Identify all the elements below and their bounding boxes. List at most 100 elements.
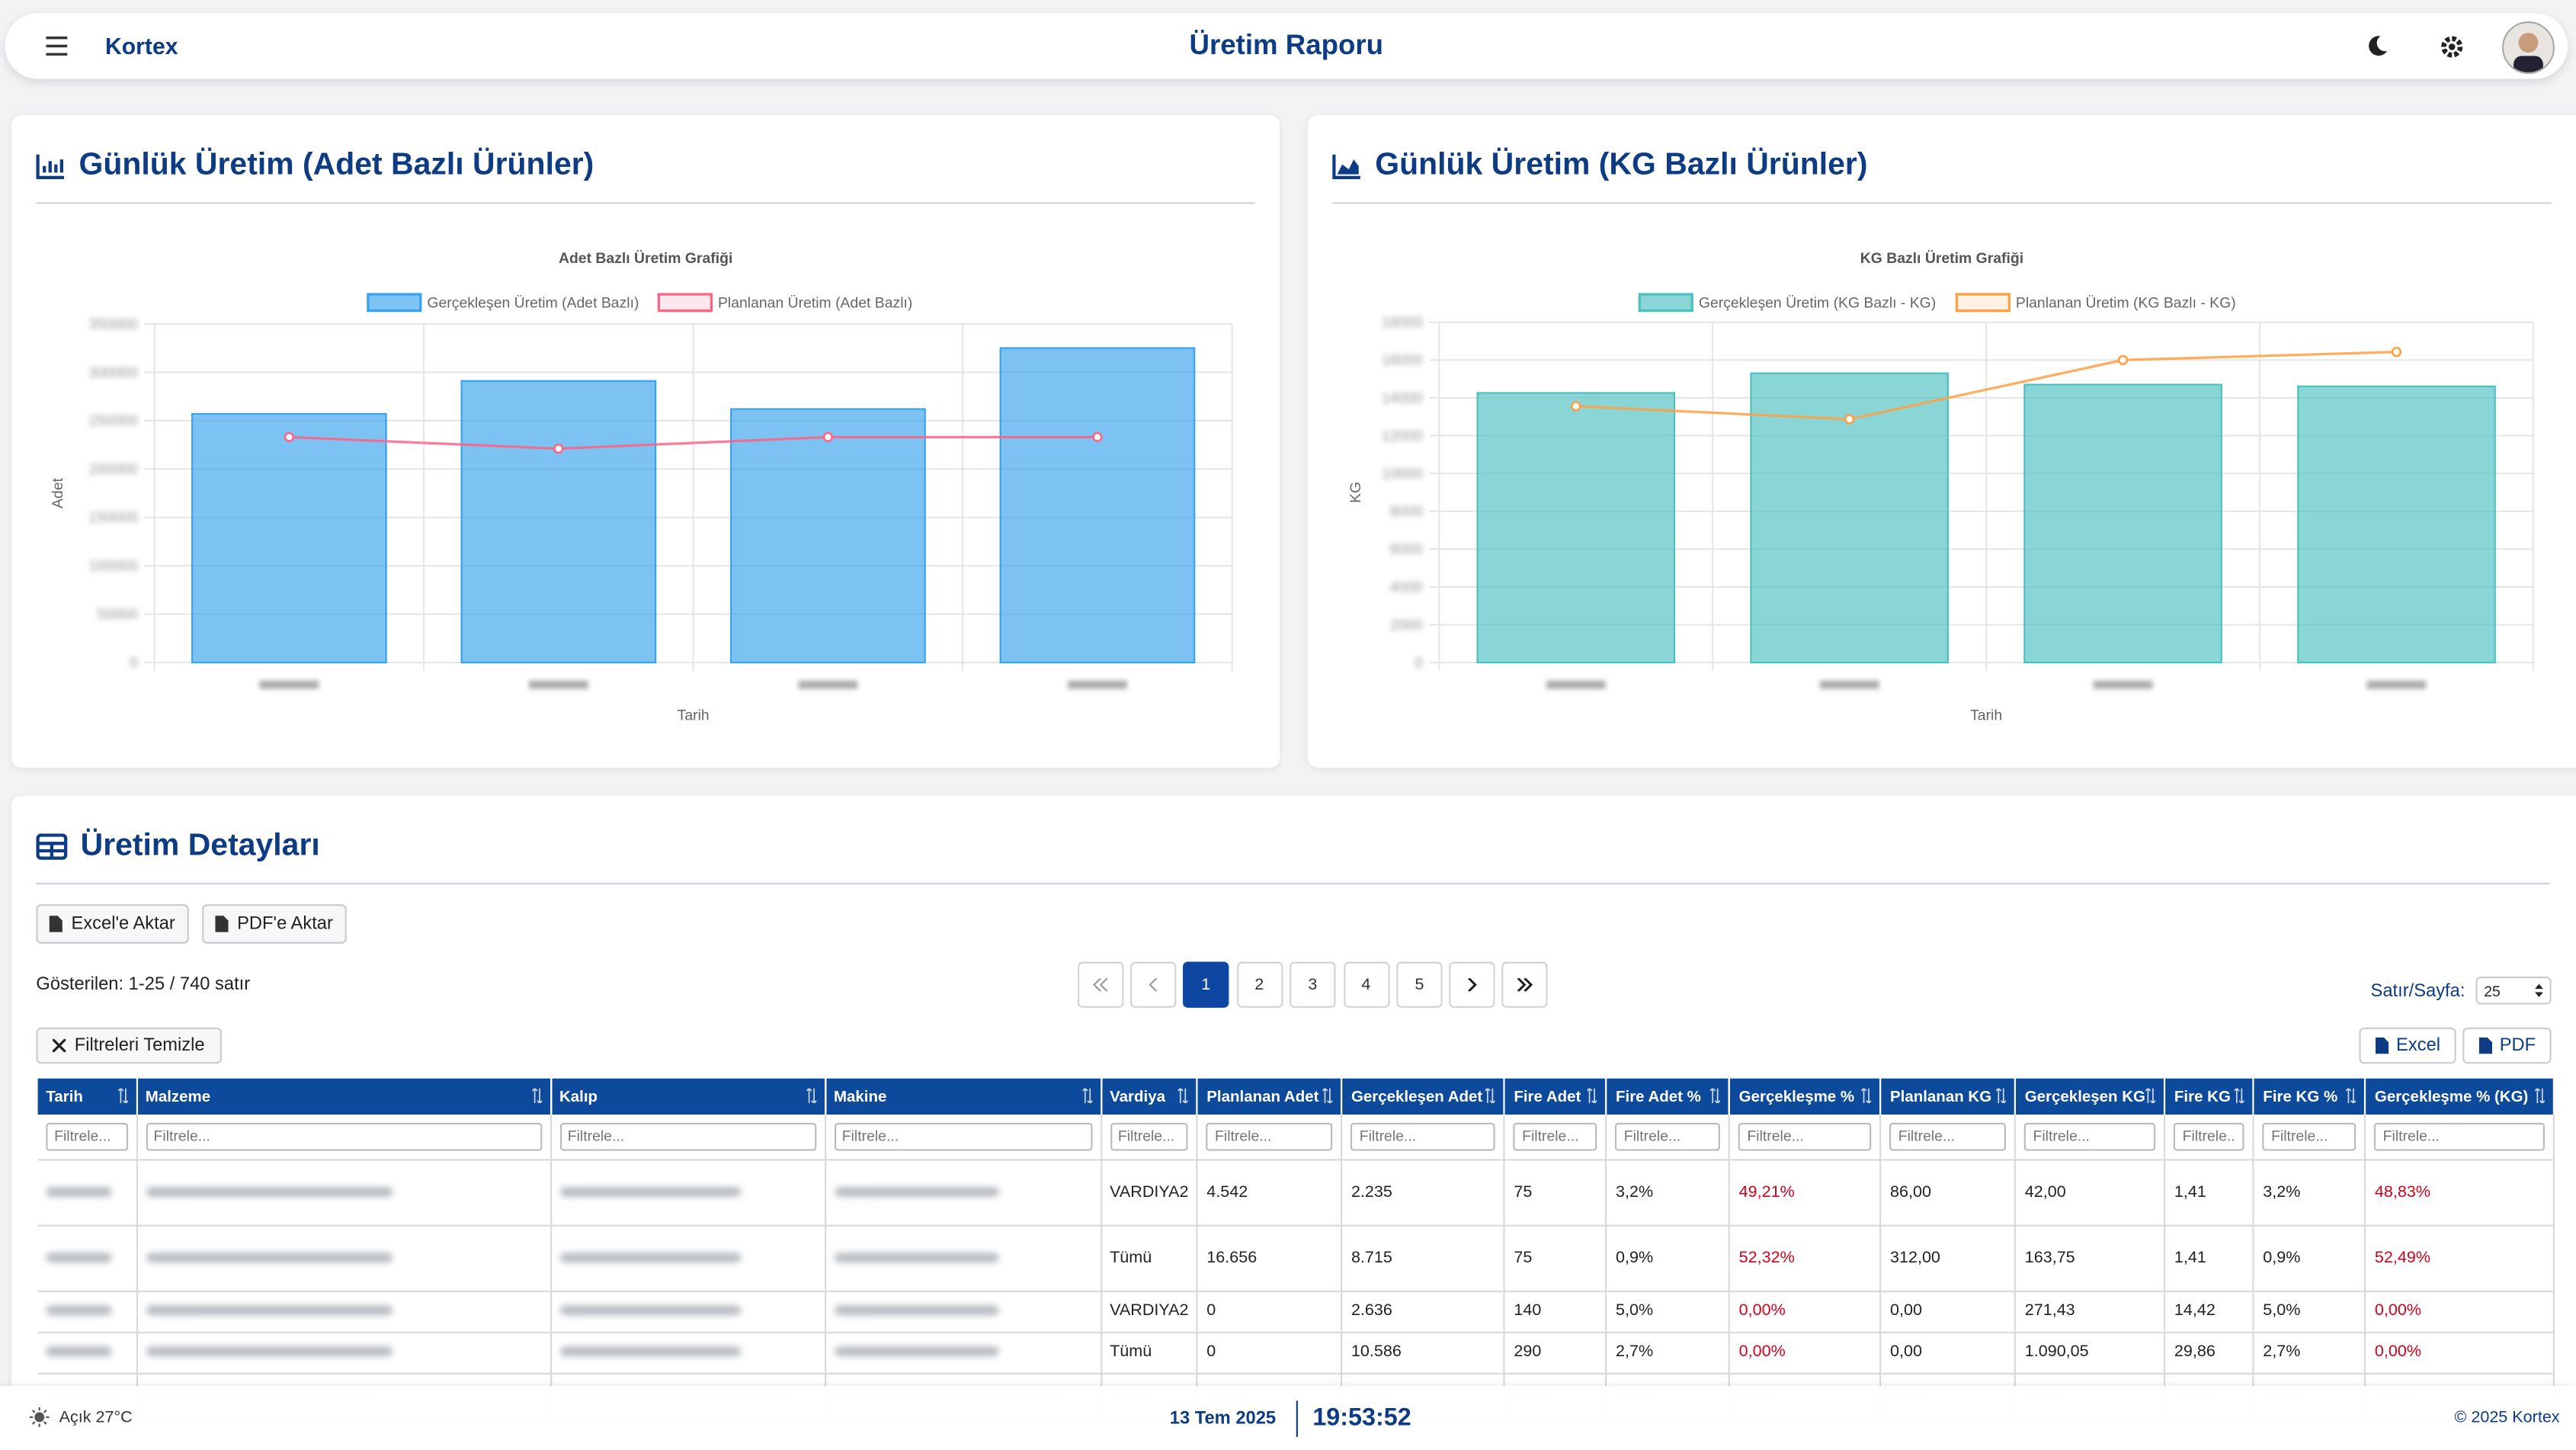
- theme-toggle[interactable]: [2366, 34, 2389, 57]
- column-header[interactable]: Fire KG: [2165, 1079, 2254, 1115]
- excel-export-button[interactable]: Excel'e Aktar: [36, 904, 188, 944]
- sort-icon[interactable]: [1081, 1088, 1091, 1102]
- cell-text: 8.715: [1351, 1249, 1392, 1267]
- sort-icon[interactable]: [2536, 1088, 2546, 1102]
- rows-per-page-select[interactable]: 25: [2475, 977, 2551, 1005]
- top-bar: Kortex Üretim Raporu: [5, 13, 2568, 79]
- column-header[interactable]: Gerçekleşme % (KG): [2366, 1079, 2555, 1115]
- blurred-cell: [146, 1186, 392, 1196]
- filter-cell: [2366, 1115, 2555, 1159]
- sort-icon[interactable]: [2146, 1088, 2156, 1102]
- cell-text: 52,32%: [1739, 1249, 1795, 1267]
- filter-input[interactable]: [1514, 1122, 1597, 1150]
- filter-input[interactable]: [1110, 1122, 1188, 1150]
- table-cell: 29,86: [2165, 1332, 2254, 1373]
- column-header[interactable]: Gerçekleşme %: [1730, 1079, 1881, 1115]
- clear-filters-button[interactable]: Filtreleri Temizle: [36, 1028, 222, 1063]
- cell-text: 0: [1206, 1302, 1216, 1320]
- pdf-export-button[interactable]: PDF'e Aktar: [202, 904, 347, 944]
- last-page[interactable]: [1501, 962, 1547, 1008]
- filter-input[interactable]: [2025, 1122, 2156, 1150]
- sort-icon[interactable]: [1486, 1088, 1496, 1102]
- column-header[interactable]: Planlanan KG: [1881, 1079, 2016, 1115]
- filter-cell: [2165, 1115, 2254, 1159]
- table-cell: [825, 1332, 1101, 1373]
- column-header[interactable]: Gerçekleşen Adet: [1342, 1079, 1504, 1115]
- cell-text: 290: [1514, 1343, 1541, 1362]
- filter-input[interactable]: [1739, 1122, 1873, 1150]
- table-cell: 290: [1504, 1332, 1607, 1373]
- table-cell: 312,00: [1881, 1225, 2016, 1291]
- cell-text: 0,00: [1890, 1343, 1922, 1362]
- prev-page[interactable]: [1130, 962, 1176, 1008]
- cell-text: 0,00%: [2375, 1302, 2421, 1320]
- column-header[interactable]: Planlanan Adet: [1197, 1079, 1342, 1115]
- filter-input[interactable]: [834, 1122, 1091, 1150]
- filter-input[interactable]: [1206, 1122, 1333, 1150]
- sort-icon[interactable]: [2235, 1088, 2245, 1102]
- cell-text: 5,0%: [2263, 1302, 2300, 1320]
- column-header[interactable]: Makine: [825, 1079, 1101, 1115]
- next-page[interactable]: [1449, 962, 1495, 1008]
- first-page[interactable]: [1078, 962, 1123, 1008]
- cell-text: 4.542: [1206, 1183, 1248, 1201]
- date: 13 Tem 2025: [1170, 1409, 1276, 1429]
- column-header[interactable]: Fire Adet: [1504, 1079, 1607, 1115]
- sort-icon[interactable]: [1179, 1088, 1189, 1102]
- table-cell: 2,7%: [1607, 1332, 1730, 1373]
- cell-text: 29,86: [2174, 1343, 2216, 1362]
- page-button[interactable]: 3: [1290, 962, 1335, 1008]
- column-header[interactable]: Vardiya: [1101, 1079, 1197, 1115]
- page-button[interactable]: 5: [1396, 962, 1442, 1008]
- blurred-cell: [559, 1186, 740, 1196]
- table-cell: [38, 1225, 136, 1291]
- filter-input[interactable]: [2174, 1122, 2245, 1150]
- column-header[interactable]: Malzeme: [136, 1079, 550, 1115]
- column-header[interactable]: Kalıp: [550, 1079, 825, 1115]
- blurred-cell: [834, 1252, 998, 1262]
- column-header[interactable]: Fire KG %: [2254, 1079, 2366, 1115]
- filter-input[interactable]: [146, 1122, 541, 1150]
- filter-input[interactable]: [2263, 1122, 2357, 1150]
- table-cell: 0: [1197, 1291, 1342, 1332]
- sort-icon[interactable]: [1323, 1088, 1333, 1102]
- filter-input[interactable]: [46, 1122, 127, 1150]
- excel-button[interactable]: Excel: [2359, 1028, 2456, 1063]
- divider: [36, 202, 1254, 204]
- filter-input[interactable]: [1890, 1122, 2007, 1150]
- column-title: Kalıp: [559, 1088, 598, 1106]
- pdf-button[interactable]: PDF: [2462, 1028, 2551, 1063]
- table-cell: [38, 1332, 136, 1373]
- column-header[interactable]: Tarih: [38, 1079, 136, 1115]
- cell-text: VARDIYA2: [1110, 1302, 1188, 1320]
- button-label: Filtreleri Temizle: [75, 1036, 205, 1056]
- sort-icon[interactable]: [806, 1088, 815, 1102]
- column-header[interactable]: Fire Adet %: [1607, 1079, 1730, 1115]
- cell-text: 3,2%: [1616, 1183, 1653, 1201]
- page-button[interactable]: 4: [1343, 962, 1389, 1008]
- filter-input[interactable]: [1351, 1122, 1496, 1150]
- table-cell: 5,0%: [2254, 1291, 2366, 1332]
- sort-icon[interactable]: [2347, 1088, 2357, 1102]
- column-header[interactable]: Gerçekleşen KG: [2016, 1079, 2165, 1115]
- filter-input[interactable]: [1616, 1122, 1721, 1150]
- filter-cell: [825, 1115, 1101, 1159]
- avatar[interactable]: [2502, 21, 2555, 74]
- sort-icon[interactable]: [1862, 1088, 1872, 1102]
- sort-icon[interactable]: [531, 1088, 541, 1102]
- cell-text: 86,00: [1890, 1183, 1931, 1201]
- cell-text: 0,00%: [1739, 1302, 1786, 1320]
- sort-icon[interactable]: [1997, 1088, 2007, 1102]
- page-button[interactable]: 2: [1236, 962, 1282, 1008]
- page-button[interactable]: 1: [1183, 962, 1229, 1008]
- settings-button[interactable]: [2440, 34, 2464, 59]
- cell-text: 3,2%: [2263, 1183, 2300, 1201]
- sort-icon[interactable]: [117, 1088, 127, 1102]
- cell-text: Tümü: [1110, 1249, 1152, 1267]
- filter-input[interactable]: [2375, 1122, 2546, 1150]
- sort-icon[interactable]: [1711, 1088, 1721, 1102]
- sort-icon[interactable]: [1588, 1088, 1597, 1102]
- cell-text: 0,9%: [2263, 1249, 2300, 1267]
- table-cell: 75: [1504, 1225, 1607, 1291]
- filter-input[interactable]: [559, 1122, 815, 1150]
